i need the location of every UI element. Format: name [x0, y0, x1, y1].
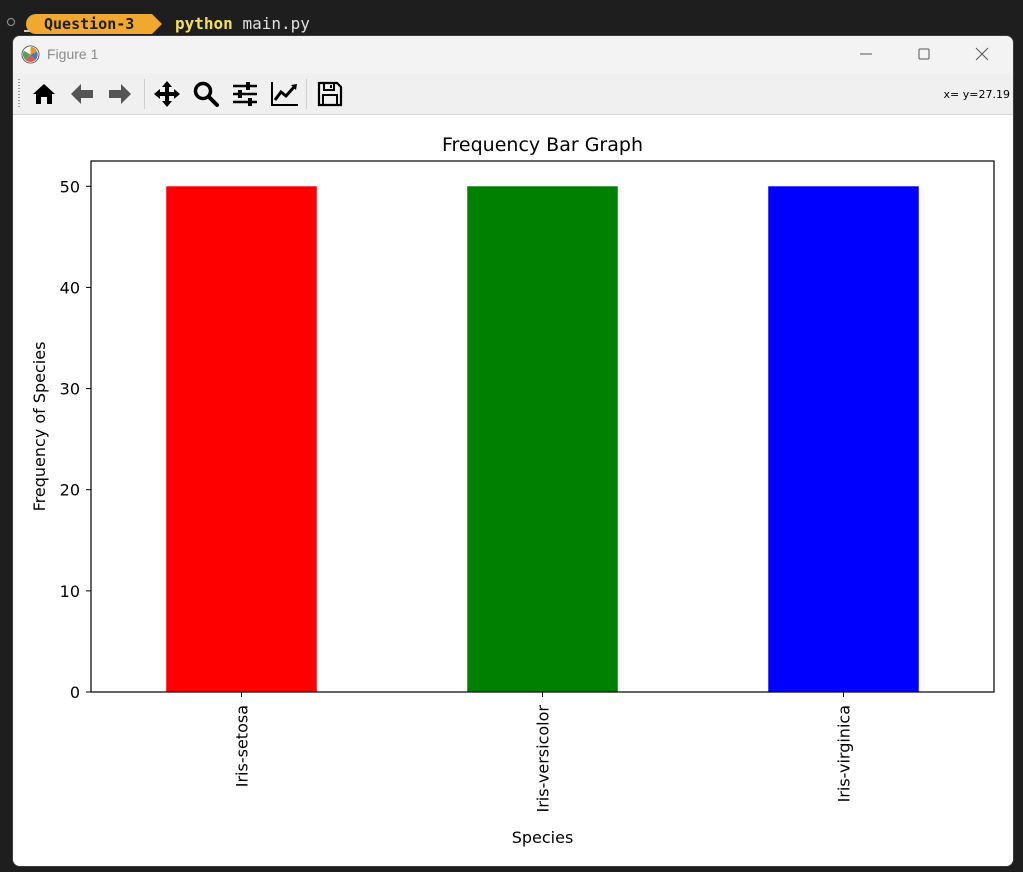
home-button[interactable]: [27, 77, 61, 111]
bar: [166, 186, 317, 692]
move-icon: [154, 81, 180, 107]
arrow-right-icon: [109, 84, 131, 104]
terminal-status-icon: [7, 18, 15, 26]
x-tick-label: Iris-versicolor: [534, 705, 553, 813]
pan-button[interactable]: [150, 77, 184, 111]
prompt-badge: Question-3: [26, 14, 162, 34]
figure-window: Figure 1: [13, 36, 1013, 866]
chart-title: Frequency Bar Graph: [442, 134, 643, 156]
command-program: python: [175, 14, 233, 33]
y-tick-label: 10: [60, 582, 80, 601]
navigation-toolbar: x= y=27.19: [13, 73, 1013, 115]
arrow-left-icon: [71, 84, 93, 104]
line-chart-icon: [271, 82, 298, 106]
x-tick-label: Iris-virginica: [835, 705, 854, 802]
y-axis-label: Frequency of Species: [30, 342, 49, 512]
command-argument: main.py: [242, 14, 310, 33]
title-bar[interactable]: Figure 1: [13, 36, 1013, 73]
minimize-button[interactable]: [837, 36, 895, 73]
y-tick-label: 20: [60, 481, 80, 500]
forward-button[interactable]: [103, 77, 137, 111]
terminal-command: python main.py: [175, 14, 310, 33]
save-icon: [317, 81, 343, 107]
close-icon: [975, 47, 989, 61]
y-tick-label: 0: [70, 683, 80, 702]
prompt-badge-label: Question-3: [44, 15, 135, 33]
minimize-icon: [860, 53, 872, 55]
home-icon: [33, 84, 55, 104]
y-tick-label: 30: [60, 380, 80, 399]
cursor-coordinates: x= y=27.19: [943, 88, 1010, 101]
bar: [467, 186, 618, 692]
toolbar-separator: [144, 79, 145, 109]
zoom-button[interactable]: [189, 77, 223, 111]
y-tick-label: 50: [60, 177, 80, 196]
y-tick-label: 40: [60, 278, 80, 297]
maximize-icon: [918, 48, 930, 60]
axes-button[interactable]: [267, 77, 301, 111]
close-button[interactable]: [953, 36, 1011, 73]
save-button[interactable]: [313, 77, 347, 111]
window-title: Figure 1: [47, 46, 99, 62]
subplots-button[interactable]: [228, 77, 262, 111]
toolbar-grip[interactable]: [18, 79, 20, 108]
bar-chart[interactable]: Frequency Bar Graph 0 10 20 30 40 50 Iris-setos…: [13, 115, 1013, 866]
figure-canvas[interactable]: Frequency Bar Graph 0 10 20 30 40 50 Iris-setos…: [13, 115, 1013, 866]
maximize-button[interactable]: [895, 36, 953, 73]
x-axis-label: Species: [512, 828, 574, 847]
back-button[interactable]: [65, 77, 99, 111]
zoom-icon: [193, 81, 219, 107]
sliders-icon: [233, 82, 257, 106]
matplotlib-icon: [21, 45, 40, 64]
toolbar-separator: [306, 79, 307, 109]
x-tick-label: Iris-setosa: [233, 705, 252, 787]
bar: [768, 186, 919, 692]
